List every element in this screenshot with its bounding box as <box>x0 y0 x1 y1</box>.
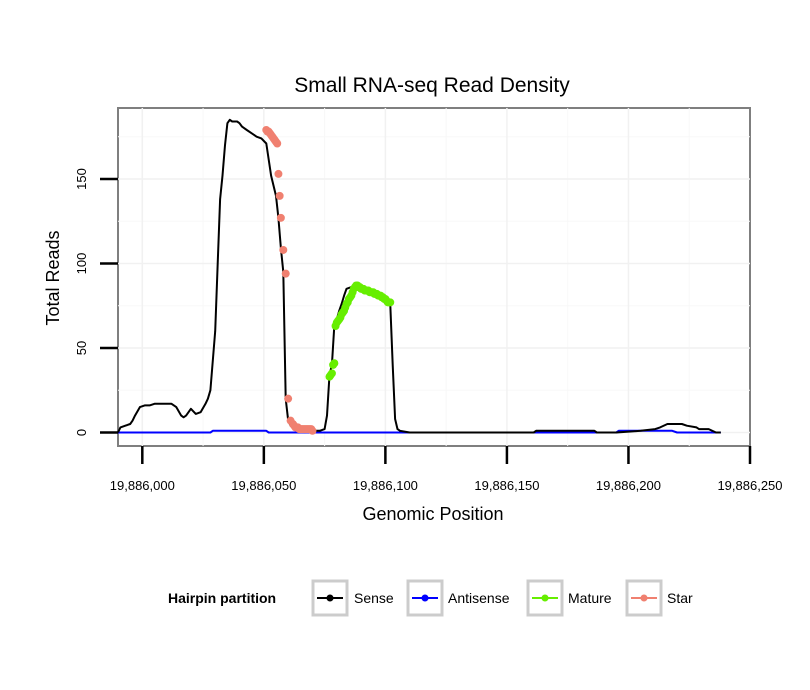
data-point-mature <box>330 359 339 368</box>
legend-item-mature: Mature <box>526 579 612 617</box>
x-axis-label: Genomic Position <box>362 504 503 524</box>
legend-item-antisense: Antisense <box>406 579 510 617</box>
data-point-star <box>308 426 317 435</box>
data-point-mature <box>327 369 336 378</box>
x-tick-label: 19,886,000 <box>110 478 175 493</box>
y-axis-label: Total Reads <box>43 230 63 325</box>
data-point-mature <box>386 298 395 307</box>
x-tick-label: 19,886,100 <box>353 478 418 493</box>
legend-title: Hairpin partition <box>168 590 276 606</box>
x-tick-label: 19,886,150 <box>474 478 539 493</box>
data-point-star <box>275 191 284 200</box>
legend-item-star: Star <box>625 579 693 617</box>
y-tick-label: 50 <box>74 341 89 355</box>
x-tick-label: 19,886,200 <box>596 478 661 493</box>
x-tick-label: 19,886,250 <box>717 478 782 493</box>
data-point-star <box>281 269 290 278</box>
data-point-star <box>276 213 285 222</box>
data-point-star <box>284 394 293 403</box>
y-tick-label: 0 <box>74 429 89 436</box>
legend-label: Star <box>667 590 693 606</box>
legend-key-point <box>421 594 429 602</box>
series-layer <box>117 118 721 435</box>
plot-panel <box>117 107 751 447</box>
series-line-antisense <box>118 429 721 434</box>
chart-title: Small RNA-seq Read Density <box>294 74 570 97</box>
data-point-star <box>274 169 283 178</box>
legend-key-point <box>640 594 648 602</box>
grid-lines <box>118 108 750 446</box>
legend-item-sense: Sense <box>311 579 394 617</box>
legend: Hairpin partition Sense Antisense Mature Sta… <box>168 579 693 617</box>
legend-key-point <box>541 594 549 602</box>
y-tick-label: 100 <box>74 253 89 275</box>
y-tick-label: 150 <box>74 168 89 190</box>
legend-label: Antisense <box>448 590 510 606</box>
legend-label: Mature <box>568 590 612 606</box>
legend-label: Sense <box>354 590 394 606</box>
data-point-star <box>279 245 288 254</box>
x-tick-label: 19,886,050 <box>231 478 296 493</box>
legend-key-point <box>326 594 334 602</box>
axes: 19,886,000 19,886,050 19,886,100 19,886,150… <box>74 168 783 493</box>
data-point-star <box>273 139 282 148</box>
